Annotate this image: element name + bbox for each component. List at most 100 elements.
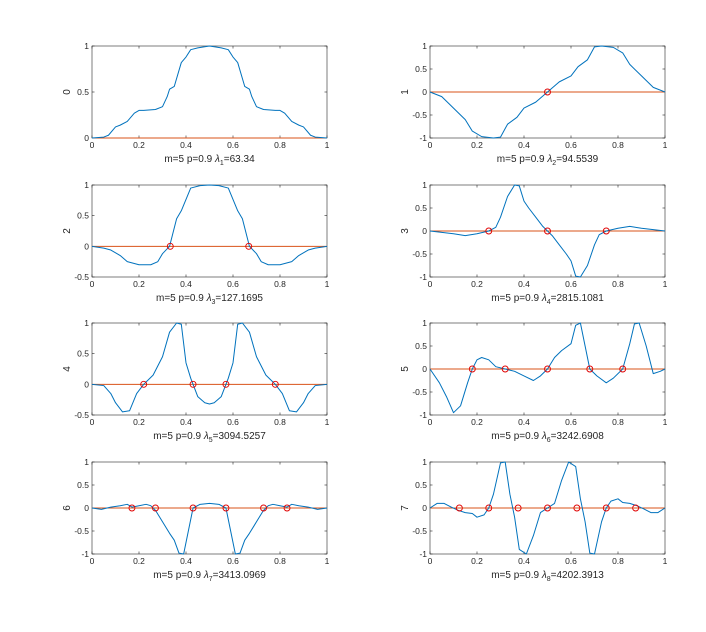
y-tick-label: 0.5 <box>77 349 89 359</box>
y-tick-label: -1 <box>419 549 427 559</box>
y-axis-label: 6 <box>62 505 73 511</box>
x-label-params: m=5 p=0.9 <box>497 154 548 165</box>
x-tick-label: 0.2 <box>471 556 483 566</box>
x-tick-label: 0.6 <box>565 556 577 566</box>
x-label-params: m=5 p=0.9 <box>491 570 542 581</box>
x-tick-label: 1 <box>663 556 668 566</box>
y-tick-label: 1 <box>422 318 427 328</box>
zero-crossing-marker <box>283 504 291 512</box>
x-tick-label: 1 <box>663 417 668 427</box>
x-tick-label: 0.2 <box>133 140 145 150</box>
x-tick-label: 0.8 <box>612 140 624 150</box>
plot-area <box>91 322 328 416</box>
x-tick-label: 0 <box>90 556 95 566</box>
y-tick-label: 0.5 <box>415 203 427 213</box>
lambda-symbol: λ <box>203 431 209 442</box>
x-tick-label: 0.4 <box>180 417 192 427</box>
x-tick-label: 0.4 <box>518 140 530 150</box>
zero-crossing-marker <box>260 504 267 512</box>
y-tick-label: -0.5 <box>412 249 427 259</box>
x-tick-label: 0.6 <box>227 279 239 289</box>
lambda-symbol: λ <box>541 570 547 581</box>
lambda-symbol: λ <box>546 154 552 165</box>
x-tick-label: 0.8 <box>612 279 624 289</box>
zero-crossing-marker <box>222 504 230 512</box>
x-tick-label: 1 <box>325 556 330 566</box>
x-tick-label: 1 <box>325 417 330 427</box>
x-tick-label: 0.4 <box>518 279 530 289</box>
y-tick-label: 1 <box>84 318 89 328</box>
zero-crossing-marker <box>128 504 136 512</box>
lambda-subscript: 2 <box>552 160 556 167</box>
lambda-value: =2815.1081 <box>551 293 605 304</box>
y-tick-label: -1 <box>419 410 427 420</box>
plot-area <box>91 45 328 139</box>
y-tick-label: -1 <box>419 133 427 143</box>
lambda-symbol: λ <box>206 293 212 304</box>
y-tick-label: 1 <box>84 457 89 467</box>
y-tick-label: -0.5 <box>74 410 89 420</box>
y-tick-label: 0.5 <box>77 480 89 490</box>
x-tick-label: 0.4 <box>180 556 192 566</box>
y-tick-label: -1 <box>81 549 89 559</box>
lambda-symbol: λ <box>203 570 209 581</box>
x-tick-label: 0.2 <box>471 279 483 289</box>
x-tick-label: 0.8 <box>274 556 286 566</box>
y-tick-label: -1 <box>419 272 427 282</box>
y-tick-label: 0.5 <box>415 480 427 490</box>
x-tick-label: 0.4 <box>518 556 530 566</box>
x-tick-label: 0 <box>428 279 433 289</box>
y-tick-label: -0.5 <box>74 526 89 536</box>
y-tick-label: 0 <box>84 133 89 143</box>
y-axis-label: 5 <box>400 366 411 372</box>
lambda-subscript: 1 <box>220 160 224 167</box>
x-tick-label: 0.6 <box>565 279 577 289</box>
zero-crossing-marker <box>222 380 230 388</box>
x-axis-label: m=5 p=0.9 λ6=3242.6908 <box>491 431 604 444</box>
lambda-symbol: λ <box>541 431 547 442</box>
y-tick-label: 0 <box>422 226 427 236</box>
y-tick-label: 0 <box>84 241 89 251</box>
zero-crossing-marker <box>602 227 610 235</box>
zero-crossing-marker <box>586 365 594 373</box>
y-tick-label: 0.5 <box>415 64 427 74</box>
y-tick-label: 1 <box>84 180 89 190</box>
x-tick-label: 1 <box>663 279 668 289</box>
zero-crossing-marker <box>501 365 509 373</box>
y-axis-label: 1 <box>400 89 411 95</box>
zero-crossing-marker <box>485 227 493 235</box>
zero-crossing-marker <box>544 365 551 373</box>
x-tick-label: 0.4 <box>180 279 192 289</box>
zero-crossing-marker <box>619 365 627 373</box>
x-tick-label: 0 <box>90 140 95 150</box>
zero-crossing-marker <box>514 504 522 512</box>
x-tick-label: 0.6 <box>565 417 577 427</box>
x-tick-label: 0.2 <box>471 417 483 427</box>
zero-crossing-marker <box>468 365 476 373</box>
y-axis-label: 4 <box>62 366 73 372</box>
y-tick-label: -0.5 <box>412 526 427 536</box>
x-label-params: m=5 p=0.9 <box>153 570 204 581</box>
y-tick-label: 0 <box>84 503 89 513</box>
x-tick-label: 0.4 <box>518 417 530 427</box>
x-tick-label: 1 <box>325 279 330 289</box>
lambda-subscript: 7 <box>209 576 213 583</box>
x-label-params: m=5 p=0.9 <box>491 431 542 442</box>
zero-crossing-marker <box>140 380 148 388</box>
zero-crossing-marker <box>573 504 581 512</box>
eigenfunction-line <box>429 184 666 278</box>
lambda-subscript: 5 <box>209 437 213 444</box>
x-tick-label: 0.2 <box>133 279 145 289</box>
subplot-8: 0 0.2 0.4 0.6 0.8 1 -1 -0.5 0 0.5 1 7 m=5 p=0.9 λ8=4… <box>400 457 668 583</box>
zero-crossing-marker <box>544 504 551 512</box>
zero-crossing-marker <box>151 504 159 512</box>
x-tick-label: 0.6 <box>565 140 577 150</box>
zero-crossing-marker <box>271 380 279 388</box>
lambda-subscript: 8 <box>547 576 551 583</box>
lambda-symbol: λ <box>214 154 220 165</box>
zero-crossing-marker <box>455 504 463 512</box>
y-tick-label: -0.5 <box>412 387 427 397</box>
